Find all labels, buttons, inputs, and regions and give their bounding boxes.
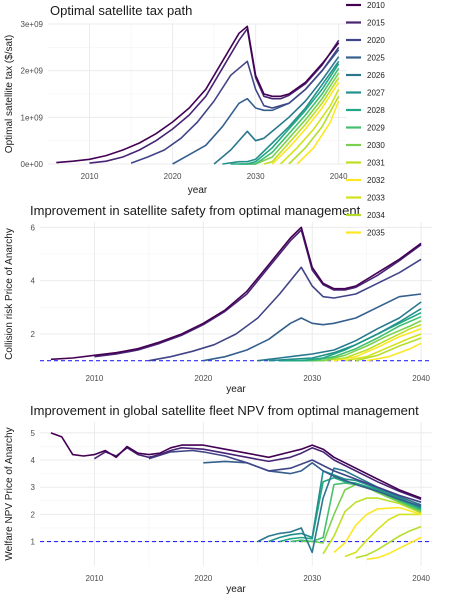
y-tick-label: 5 xyxy=(31,429,36,438)
series-line-2020 xyxy=(148,258,422,362)
legend-label: 2010 xyxy=(367,1,385,10)
y-tick-label: 2e+09 xyxy=(21,67,44,76)
series-line-2010 xyxy=(56,25,340,164)
series-line-2015 xyxy=(94,229,422,358)
chart-panel-1: 2010 2020 2030 2040 0e+00 1e+09 2e+09 3e+09 Opti… xyxy=(4,3,348,196)
x-tick-label: 2030 xyxy=(303,374,321,383)
legend-label: 2028 xyxy=(367,106,385,115)
series-line-2026 xyxy=(257,301,422,362)
x-tick-label: 2030 xyxy=(303,574,321,583)
legend: 2010 2015 2020 2025 2026 2027 2028 2029 2030 2031… xyxy=(346,1,385,238)
series-line-2031 xyxy=(263,77,340,165)
legend-label: 2027 xyxy=(367,89,385,98)
x-tick-label: 2040 xyxy=(330,172,348,181)
chart-panel-2: 2010 2020 2030 2040 2 4 6 Improvement in satell… xyxy=(4,203,432,395)
y-tick-label: 4 xyxy=(31,456,36,465)
legend-label: 2031 xyxy=(367,159,385,168)
legend-label: 2020 xyxy=(367,36,385,45)
grid xyxy=(40,222,432,366)
x-tick-label: 2010 xyxy=(86,574,104,583)
series-line-2035 xyxy=(296,100,340,165)
legend-label: 2026 xyxy=(367,71,385,80)
series-line-2020 xyxy=(130,46,340,164)
series-line-2029 xyxy=(239,67,340,165)
series-line-2032 xyxy=(333,506,422,554)
series-line-2010 xyxy=(50,226,422,361)
x-tick-label: 2010 xyxy=(86,374,104,383)
x-tick-label: 2010 xyxy=(81,172,99,181)
series-line-2035 xyxy=(366,536,422,560)
series-line-2031 xyxy=(322,497,422,555)
series-line-2026 xyxy=(257,467,422,554)
legend-label: 2030 xyxy=(367,141,385,150)
y-tick-label: 1e+09 xyxy=(21,113,44,122)
x-tick-label: 2030 xyxy=(247,172,265,181)
x-tick-label: 2020 xyxy=(194,574,212,583)
y-tick-label: 4 xyxy=(31,277,36,286)
series-line-2028 xyxy=(230,63,340,165)
y-tick-label: 0e+00 xyxy=(21,160,44,169)
x-tick-label: 2040 xyxy=(412,574,430,583)
legend-label: 2032 xyxy=(367,176,385,185)
series-line-2015 xyxy=(89,27,340,164)
series-line-2010 xyxy=(50,432,422,499)
y-tick-label: 3e+09 xyxy=(21,20,44,29)
y-tick-label: 1 xyxy=(31,538,36,547)
series-line-2020 xyxy=(148,449,422,503)
y-tick-label: 2 xyxy=(31,510,36,519)
y-axis-label: Collision risk Price of Anarchy xyxy=(4,228,15,360)
x-tick-label: 2020 xyxy=(194,374,212,383)
x-axis-label: year xyxy=(226,384,246,395)
chart-title: Improvement in satellite safety from opt… xyxy=(30,203,361,218)
series-line-2031 xyxy=(323,323,422,362)
series-line-2033 xyxy=(280,88,340,165)
grid xyxy=(40,422,432,566)
series-line-2030 xyxy=(301,483,422,544)
x-axis-label: year xyxy=(226,584,246,595)
series-line-2035 xyxy=(366,342,422,362)
chart-title: Improvement in global satellite fleet NP… xyxy=(30,403,419,418)
series-line-2030 xyxy=(301,319,422,362)
y-tick-label: 2 xyxy=(31,330,36,339)
grid xyxy=(48,23,347,165)
series-line-2032 xyxy=(333,327,422,362)
series-line-2027 xyxy=(222,60,340,165)
y-axis-label: Optimal satellite tax ($/sat) xyxy=(4,35,15,153)
series-line-2025 xyxy=(203,293,422,362)
series-line-2034 xyxy=(355,337,422,362)
series-line-2026 xyxy=(213,56,340,165)
series-line-2034 xyxy=(355,525,422,559)
legend-label: 2035 xyxy=(367,229,385,238)
legend-label: 2033 xyxy=(367,194,385,203)
series-line-2033 xyxy=(344,513,422,558)
y-tick-label: 3 xyxy=(31,483,36,492)
x-tick-label: 2040 xyxy=(412,374,430,383)
series-line-2032 xyxy=(271,81,340,165)
series-line-2015 xyxy=(93,446,422,501)
legend-label: 2034 xyxy=(367,211,385,220)
y-tick-label: 6 xyxy=(31,223,36,232)
series-line-2027 xyxy=(268,308,422,362)
x-axis-label: year xyxy=(188,185,208,196)
chart-title: Optimal satellite tax path xyxy=(50,3,192,18)
series-line-2028 xyxy=(279,476,422,543)
legend-label: 2025 xyxy=(367,54,385,63)
legend-label: 2029 xyxy=(367,124,385,133)
chart-panel-3: 2010 2020 2030 2040 1 2 3 4 5 Improvement in glob… xyxy=(4,403,432,595)
y-axis-label: Welfare NPV Price of Anarchy xyxy=(4,427,15,560)
series-line-2033 xyxy=(344,333,422,362)
series-line-2034 xyxy=(288,95,340,165)
x-tick-label: 2020 xyxy=(164,172,182,181)
legend-label: 2015 xyxy=(367,19,385,28)
series-line-2029 xyxy=(290,315,422,362)
